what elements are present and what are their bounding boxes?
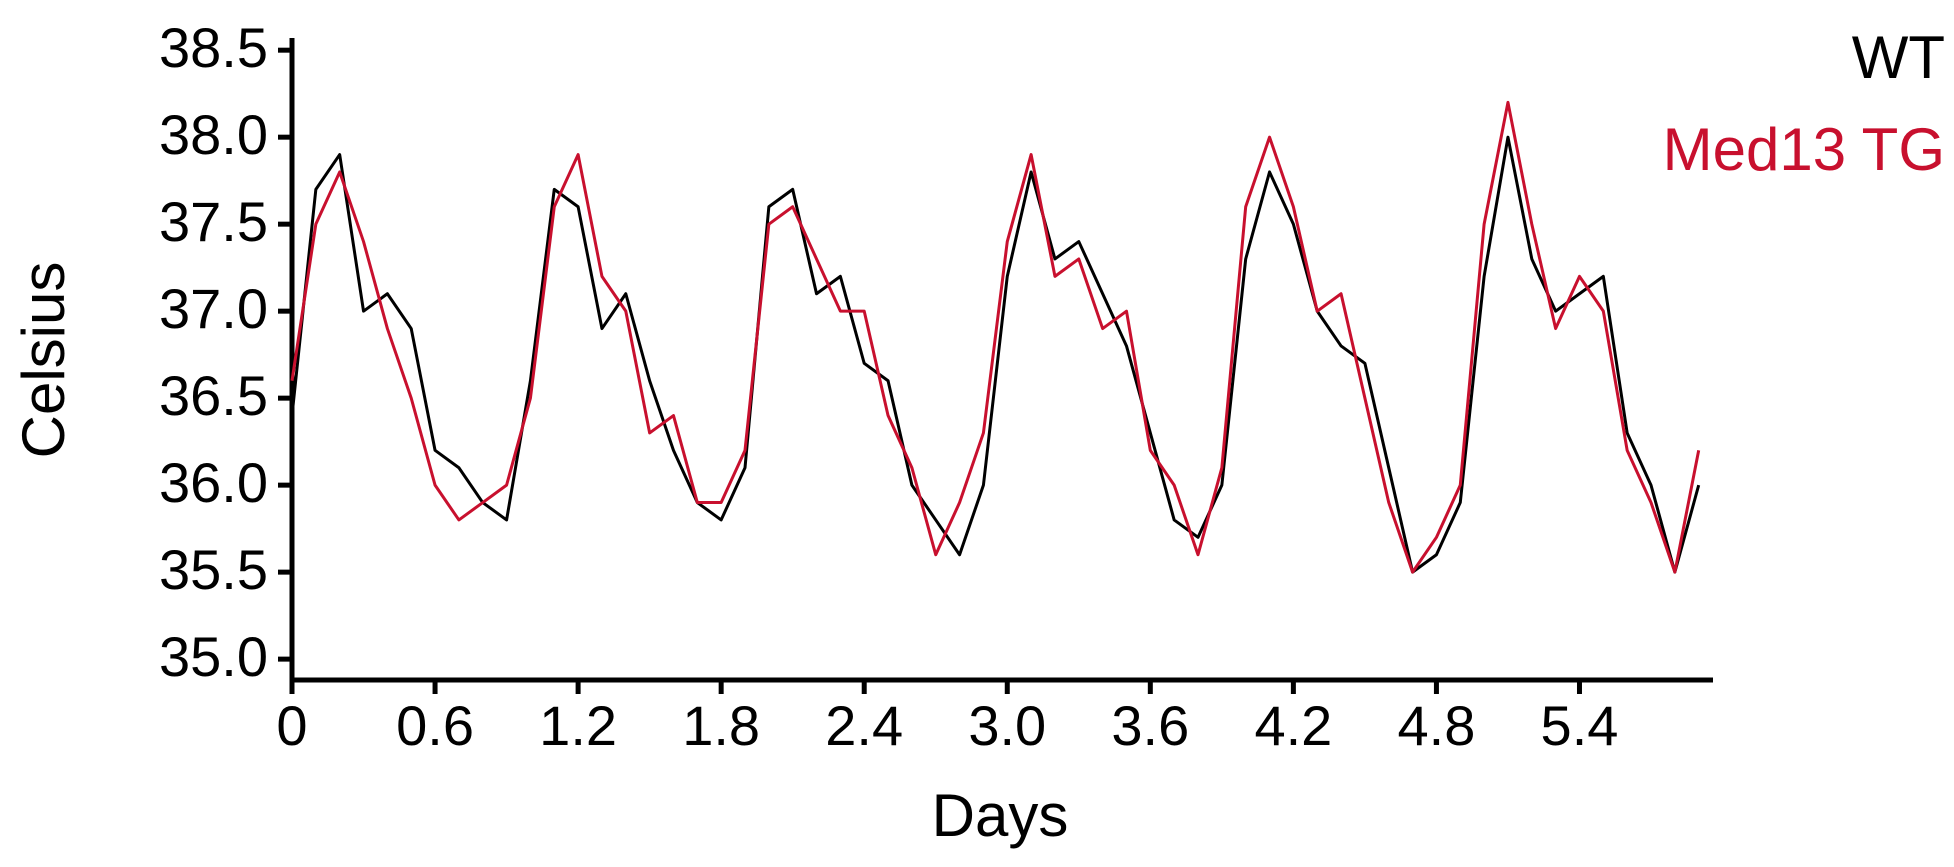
x-tick-label: 1.2 xyxy=(539,694,617,757)
y-axis-label: Celsius xyxy=(10,262,77,459)
y-tick-label: 37.5 xyxy=(159,190,268,253)
x-axis-label: Days xyxy=(932,782,1069,849)
y-tick-label: 38.0 xyxy=(159,103,268,166)
y-tick-label: 36.5 xyxy=(159,364,268,427)
x-tick-label: 5.4 xyxy=(1541,694,1619,757)
y-tick-label: 35.5 xyxy=(159,538,268,601)
x-tick-label: 2.4 xyxy=(825,694,903,757)
y-tick-label: 35.0 xyxy=(159,625,268,688)
x-tick-label: 0.6 xyxy=(396,694,474,757)
data-line xyxy=(290,100,1701,574)
x-tick-label: 1.8 xyxy=(682,694,760,757)
x-tick-label: 3.6 xyxy=(1111,694,1189,757)
x-tick-label: 3.0 xyxy=(968,694,1046,757)
x-tick-label: 0 xyxy=(276,694,307,757)
legend-label: Med13 TG xyxy=(1663,116,1945,183)
x-tick-label: 4.8 xyxy=(1397,694,1475,757)
y-tick-label: 38.5 xyxy=(159,16,268,79)
y-tick-label: 37.0 xyxy=(159,277,268,340)
x-tick-label: 4.2 xyxy=(1254,694,1332,757)
y-tick-label: 36.0 xyxy=(159,451,268,514)
data-line xyxy=(290,135,1701,574)
legend-label: WT xyxy=(1852,24,1945,91)
